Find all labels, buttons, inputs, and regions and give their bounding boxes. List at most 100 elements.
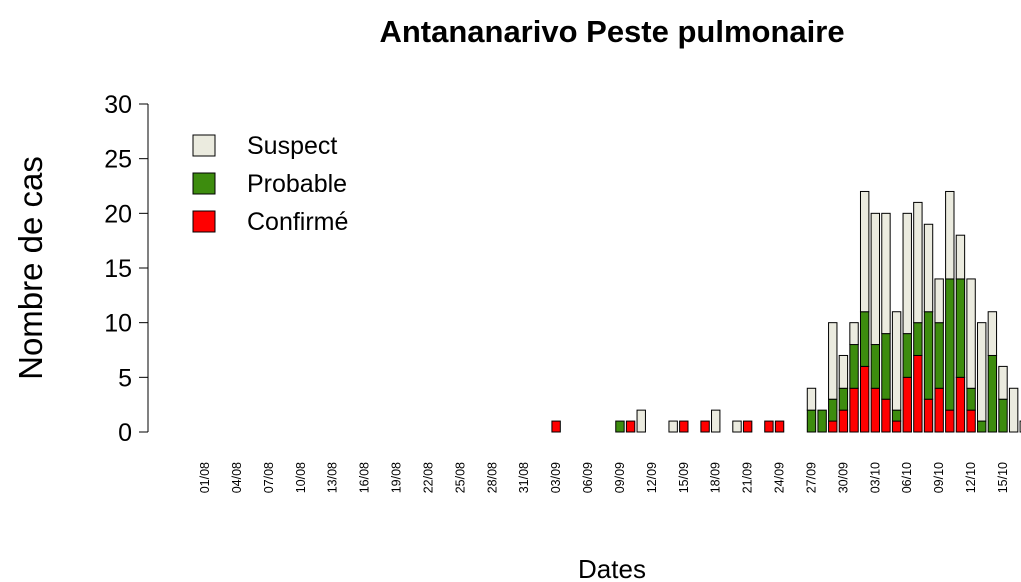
- bar-segment: [849, 344, 859, 389]
- bar-segment: [870, 212, 881, 346]
- bar-segment: [625, 420, 636, 433]
- x-tick-label: 03/10: [868, 462, 882, 493]
- y-axis-title: Nombre de cas: [12, 156, 49, 380]
- bar-segment: [977, 420, 987, 433]
- bar-segment: [902, 376, 912, 433]
- bar-segment: [828, 420, 838, 433]
- bar-segment: [891, 420, 902, 433]
- bar-segment: [742, 420, 753, 433]
- x-tick-label: 07/08: [262, 462, 276, 493]
- bar-segment: [934, 322, 944, 389]
- x-tick-label: 21/09: [741, 462, 755, 493]
- y-tick-label: 0: [118, 419, 132, 447]
- x-tick-label: 24/09: [773, 462, 787, 493]
- x-tick-label: 15/09: [677, 462, 691, 493]
- bar-segment: [902, 333, 912, 378]
- x-tick-label: 31/08: [517, 462, 531, 493]
- bar-segment: [838, 354, 849, 389]
- x-tick-label: 16/08: [358, 462, 372, 493]
- bar-segment: [838, 387, 849, 411]
- bar-segment: [849, 322, 859, 346]
- legend-label: Suspect: [247, 132, 337, 160]
- bar-segment: [955, 234, 966, 280]
- bar-segment: [966, 387, 976, 411]
- bar-segment: [881, 333, 891, 400]
- bar-segment: [732, 420, 742, 433]
- bar-segment: [859, 190, 870, 313]
- bar-segment: [828, 398, 838, 422]
- bar-segment: [615, 420, 625, 433]
- x-tick-label: 13/08: [326, 462, 340, 493]
- legend-swatch: [192, 210, 216, 233]
- bar-segment: [923, 398, 934, 433]
- x-tick-label: 06/10: [900, 462, 914, 493]
- bar-segment: [551, 420, 561, 433]
- bar-segment: [913, 354, 923, 433]
- x-tick-label: 19/08: [390, 462, 404, 493]
- chart-title: Antananarivo Peste pulmonaire: [379, 14, 844, 49]
- x-tick-label: 28/08: [485, 462, 499, 493]
- bar-segment: [668, 420, 678, 433]
- x-tick-label: 06/09: [581, 462, 595, 493]
- bar-segment: [806, 387, 817, 411]
- legend-swatch: [192, 172, 216, 195]
- bar-segment: [1008, 387, 1019, 433]
- y-tick-label: 20: [104, 200, 132, 228]
- bar-segment: [902, 212, 912, 335]
- bar-segment: [945, 278, 955, 411]
- bar-segment: [870, 344, 881, 389]
- bar-segment: [859, 311, 870, 367]
- bar-segment: [977, 322, 987, 422]
- bar-segment: [849, 387, 859, 433]
- bar-segment: [838, 409, 849, 433]
- bar-segment: [806, 409, 817, 433]
- y-tick-label: 5: [118, 364, 132, 392]
- bar-segment: [987, 354, 998, 433]
- x-tick-label: 22/08: [421, 462, 435, 493]
- x-tick-label: 27/09: [804, 462, 818, 493]
- y-tick-label: 15: [104, 255, 132, 283]
- bar-segment: [945, 190, 955, 280]
- x-tick-label: 25/08: [453, 462, 467, 493]
- bar-segment: [934, 278, 944, 324]
- bar-segment: [881, 212, 891, 335]
- x-tick-label: 09/10: [932, 462, 946, 493]
- bar-segment: [711, 409, 721, 433]
- bar-segment: [881, 398, 891, 433]
- bar-segment: [913, 201, 923, 324]
- bar-segment: [955, 278, 966, 378]
- bar-segment: [998, 365, 1008, 400]
- bar-segment: [870, 387, 881, 433]
- y-tick-label: 30: [104, 91, 132, 119]
- bar-segment: [966, 409, 976, 433]
- bar-segment: [859, 365, 870, 433]
- bar-segment: [966, 278, 976, 389]
- x-tick-label: 09/09: [613, 462, 627, 493]
- legend-swatch: [192, 134, 216, 157]
- bar-segment: [891, 311, 902, 411]
- x-tick-label: 04/08: [230, 462, 244, 493]
- bar-segment: [828, 322, 838, 400]
- bar-segment: [764, 420, 774, 433]
- bar-segment: [955, 376, 966, 433]
- x-axis-title: Dates: [578, 554, 646, 582]
- legend-label: Confirmé: [247, 208, 348, 236]
- x-tick-label: 01/08: [198, 462, 212, 493]
- x-tick-label: 30/09: [836, 462, 850, 493]
- bar-segment: [774, 420, 785, 433]
- bar-segment: [923, 223, 934, 313]
- bar-segment: [987, 311, 998, 356]
- x-tick-label: 15/10: [996, 462, 1010, 493]
- x-tick-label: 18/09: [709, 462, 723, 493]
- bar-segment: [817, 409, 827, 433]
- bar-segment: [998, 398, 1008, 433]
- bar-segment: [923, 311, 934, 400]
- bar-segment: [913, 322, 923, 356]
- legend-label: Probable: [247, 170, 347, 198]
- y-tick-label: 10: [104, 310, 132, 338]
- bar-segment: [891, 409, 902, 422]
- x-tick-label: 03/09: [549, 462, 563, 493]
- x-tick-label: 12/09: [645, 462, 659, 493]
- bar-segment: [636, 409, 646, 433]
